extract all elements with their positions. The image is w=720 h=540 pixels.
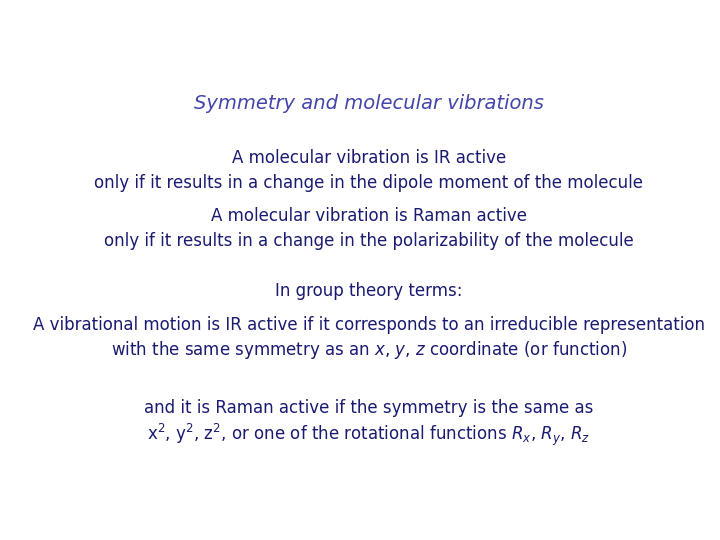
Text: A molecular vibration is IR active: A molecular vibration is IR active xyxy=(232,150,506,167)
Text: Symmetry and molecular vibrations: Symmetry and molecular vibrations xyxy=(194,94,544,113)
Text: only if it results in a change in the dipole moment of the molecule: only if it results in a change in the di… xyxy=(94,174,644,192)
Text: x$^2$, y$^2$, z$^2$, or one of the rotational functions $R_x$, $R_y$, $R_z$: x$^2$, y$^2$, z$^2$, or one of the rotat… xyxy=(148,422,590,448)
Text: only if it results in a change in the polarizability of the molecule: only if it results in a change in the po… xyxy=(104,232,634,249)
Text: and it is Raman active if the symmetry is the same as: and it is Raman active if the symmetry i… xyxy=(144,399,594,417)
Text: In group theory terms:: In group theory terms: xyxy=(275,282,463,300)
Text: with the same symmetry as an $x$, $y$, $z$ coordinate (or function): with the same symmetry as an $x$, $y$, $… xyxy=(111,339,627,361)
Text: A molecular vibration is Raman active: A molecular vibration is Raman active xyxy=(211,207,527,225)
Text: A vibrational motion is IR active if it corresponds to an irreducible representa: A vibrational motion is IR active if it … xyxy=(33,316,705,334)
